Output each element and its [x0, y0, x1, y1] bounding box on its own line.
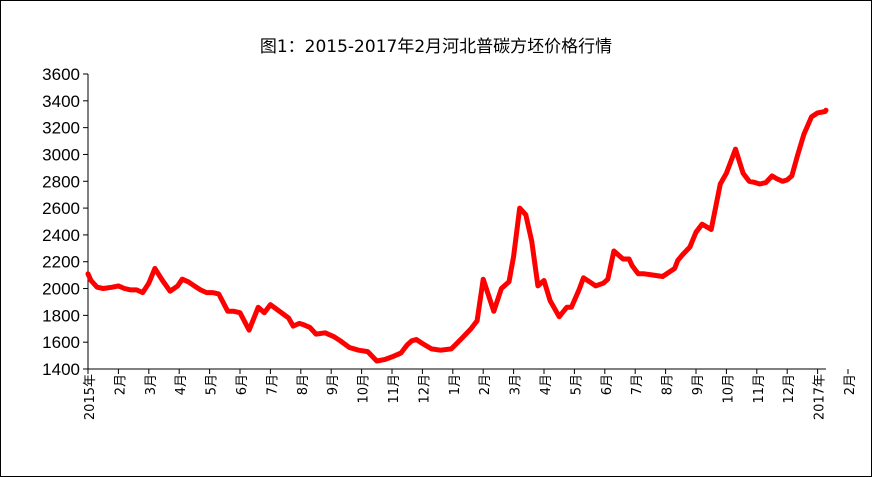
y-tick-label: 1600 [42, 333, 80, 352]
x-tick-label: 6月 [235, 374, 250, 395]
x-tick-label: 3月 [144, 374, 159, 395]
y-tick-label: 3400 [42, 92, 80, 111]
chart-title: 图1：2015-2017年2月河北普碳方坯价格行情 [259, 37, 613, 57]
x-tick-label: 11月 [752, 374, 767, 404]
x-tick-label: 8月 [296, 374, 311, 395]
x-tick-label: 9月 [326, 374, 341, 395]
x-tick-label: 4月 [539, 374, 554, 395]
x-tick-label: 9月 [691, 374, 706, 395]
series-line-0 [85, 107, 829, 364]
y-tick-label: 3000 [42, 145, 80, 164]
y-tick-label: 2200 [42, 253, 80, 272]
x-tick-label: 11月 [387, 374, 402, 404]
x-tick-label: 8月 [661, 374, 676, 395]
x-axis-ticks: 2015年 2月 3月 4月 5月 6月 7月 8月 9月 10月 11月 12月 1月 2月 3月 4月 5月… [83, 369, 858, 420]
chart-axes [87, 74, 826, 370]
plot-area [85, 107, 829, 364]
x-tick-label: 5月 [569, 374, 584, 395]
x-tick-label: 3月 [509, 374, 524, 395]
x-tick-label: 2017年 [813, 374, 828, 420]
y-axis-ticks: 1400 1600 1800 2000 2200 2400 2600 2800 3000 3200… [42, 65, 88, 379]
x-tick-label: 5月 [205, 374, 220, 395]
x-tick-label: 2月 [478, 374, 493, 395]
x-tick-label: 10月 [357, 374, 372, 404]
y-tick-label: 3200 [42, 119, 80, 138]
y-tick-label: 1800 [42, 306, 80, 325]
x-tick-label: 10月 [721, 374, 736, 404]
x-tick-label: 12月 [417, 374, 432, 404]
x-tick-label: 7月 [265, 374, 280, 395]
x-tick-label: 2015年 [83, 374, 98, 420]
x-tick-label: 6月 [600, 374, 615, 395]
x-tick-label: 2月 [113, 374, 128, 395]
y-tick-label: 2000 [42, 280, 80, 299]
y-tick-label: 2400 [42, 226, 80, 245]
x-tick-label: 7月 [630, 374, 645, 395]
y-tick-label: 2800 [42, 172, 80, 191]
y-tick-label: 2600 [42, 199, 80, 218]
x-tick-label: 12月 [782, 374, 797, 404]
x-tick-label: 4月 [174, 374, 189, 395]
x-tick-label: 2月 [843, 374, 858, 395]
y-tick-label: 3600 [42, 65, 80, 84]
x-tick-label: 1月 [448, 374, 463, 395]
y-tick-label: 1400 [42, 360, 80, 379]
